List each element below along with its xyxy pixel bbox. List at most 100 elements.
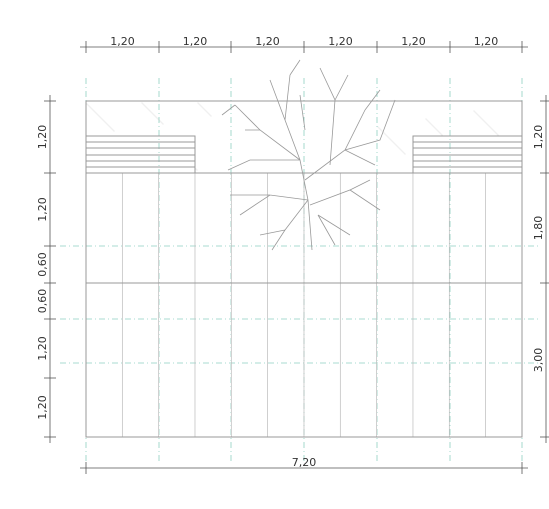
gravel [209,114,211,116]
dimension-label: 1,20 [110,35,135,48]
gravel [150,111,152,113]
outline [85,100,523,438]
gravel [94,111,96,113]
gravel [92,109,94,111]
gravel [105,122,107,124]
gravel [494,131,496,133]
gravel [154,115,156,117]
gravel [196,169,198,171]
gravel [436,129,438,131]
gravel [87,104,89,106]
gravel [473,110,475,112]
gravel [204,109,206,111]
gravel [88,105,90,107]
gravel [380,129,382,131]
gravel [478,115,480,117]
gravel [386,135,388,137]
gravel [401,150,403,152]
gravel [112,129,114,131]
dimension-label: 1,20 [474,35,499,48]
gravel [143,104,145,106]
gravel [110,127,112,129]
gravel [199,104,201,106]
gravel [483,120,485,122]
gravel [425,118,427,120]
dimension-label: 1,20 [36,336,49,361]
gravel [393,142,395,144]
gravel [101,118,103,120]
gravel [440,133,442,135]
gravel [433,126,435,128]
dimension-label: 3,00 [532,348,545,373]
gravel [427,120,429,122]
gravel [99,116,101,118]
gravel [208,113,210,115]
gravel [206,111,208,113]
gravel [103,120,105,122]
gravel [430,123,432,125]
dimension-label: 7,20 [292,456,317,469]
gravel [388,137,390,139]
gravel [156,117,158,119]
plan [60,78,540,462]
gravel [161,122,163,124]
dimension-label: 0,60 [36,289,49,314]
gravel [488,125,490,127]
gravel [496,133,498,135]
gravel [395,144,397,146]
gravel [399,148,401,150]
gravel [435,128,437,130]
gravel [400,149,402,151]
dimension-label: 1,80 [532,216,545,241]
gravel [392,141,394,143]
gravel [98,115,100,117]
gravel [476,113,478,115]
gravel [429,122,431,124]
dimension-label: 0,60 [36,252,49,277]
gravel [96,113,98,115]
gravel [210,115,212,117]
gravel [480,117,482,119]
gravel [155,116,157,118]
gravel [113,130,115,132]
gravel [145,106,147,108]
gravel [428,121,430,123]
gravel [149,110,151,112]
gravel [383,132,385,134]
gravel [142,103,144,105]
gravel [151,112,153,114]
gravel [95,112,97,114]
gravel [197,102,199,104]
gravel [104,121,106,123]
gravel [403,152,405,154]
gravel [398,147,400,149]
gravel [89,106,91,108]
gravel [141,102,143,104]
gravel [146,107,148,109]
dimension-label: 1,20 [401,35,426,48]
gravel [486,123,488,125]
gravel [152,113,154,115]
gravel [157,118,159,120]
gravel [106,123,108,125]
gravel [491,128,493,130]
gravel [474,111,476,113]
gravel [159,120,161,122]
gravel [495,132,497,134]
gravel [441,134,443,136]
gravel [426,119,428,121]
gravel [86,103,88,105]
dimension-label: 1,20 [328,35,353,48]
gravel [198,103,200,105]
gravel [97,114,99,116]
gravel [439,132,441,134]
gravel [402,151,404,153]
gravel [434,127,436,129]
gravel [379,128,381,130]
gravel [477,114,479,116]
gravel [160,121,162,123]
gravel [377,126,379,128]
dimension-label: 1,20 [255,35,280,48]
gravel [490,127,492,129]
tree [221,59,396,251]
